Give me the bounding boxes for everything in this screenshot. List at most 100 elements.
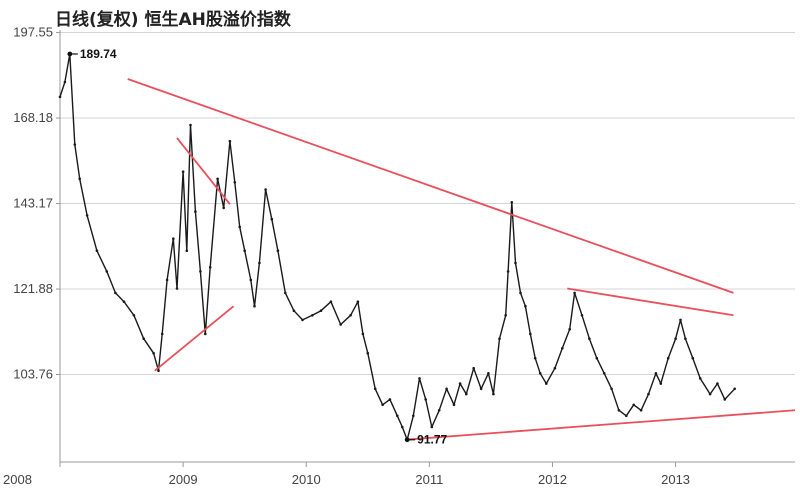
- y-tick-label: 121.88: [13, 281, 53, 296]
- data-point: [319, 309, 323, 313]
- data-point: [95, 249, 99, 252]
- data-point: [228, 139, 232, 143]
- data-point: [580, 314, 584, 317]
- data-point: [284, 291, 287, 295]
- data-point: [181, 170, 185, 173]
- trend-line: [154, 305, 235, 372]
- data-point: [514, 261, 517, 265]
- data-point: [349, 314, 352, 317]
- data-point: [430, 425, 434, 429]
- data-point: [418, 377, 421, 380]
- data-point: [194, 210, 197, 213]
- data-point: [458, 382, 462, 385]
- data-point: [157, 369, 160, 373]
- data-point: [381, 403, 384, 407]
- data-point: [152, 351, 155, 355]
- data-point: [492, 392, 495, 396]
- data-point: [208, 265, 212, 269]
- data-point: [465, 392, 468, 396]
- x-tick-label: 2011: [415, 472, 443, 487]
- y-tick-label: 168.18: [13, 110, 53, 125]
- data-point: [78, 177, 81, 181]
- data-point: [538, 372, 542, 375]
- data-point: [85, 214, 89, 217]
- x-tick-label: 2012: [538, 472, 567, 487]
- axis-layer: 197.55 168.18 143.17 121.88 103.76 2008 2009 20…: [3, 25, 795, 487]
- data-point: [412, 414, 415, 418]
- data-point: [588, 337, 591, 341]
- data-point: [73, 143, 77, 146]
- data-point: [654, 372, 658, 375]
- data-point: [373, 387, 377, 391]
- data-point: [160, 332, 164, 336]
- data-point: [666, 356, 670, 360]
- data-point: [545, 382, 548, 385]
- data-point: [529, 332, 532, 336]
- data-point: [708, 392, 712, 396]
- data-point: [716, 382, 719, 385]
- data-point: [487, 372, 490, 375]
- data-point: [114, 291, 117, 295]
- data-point: [452, 403, 456, 407]
- series-layer: [58, 52, 736, 442]
- data-point: [249, 278, 253, 282]
- trend-line: [176, 137, 231, 205]
- data-point: [222, 206, 225, 210]
- data-point: [58, 95, 62, 99]
- data-point: [238, 225, 241, 229]
- data-point: [610, 387, 613, 391]
- data-point: [698, 377, 702, 380]
- data-point: [519, 291, 522, 295]
- data-point: [595, 356, 599, 360]
- data-point: [553, 366, 557, 370]
- x-tick-label: 2009: [169, 472, 198, 487]
- data-point: [339, 323, 343, 326]
- data-point: [204, 332, 207, 336]
- data-point: [504, 314, 508, 317]
- data-point: [396, 414, 399, 418]
- data-point: [524, 304, 527, 308]
- data-point: [175, 287, 179, 290]
- x-tick-label: 2008: [3, 472, 32, 487]
- data-point: [498, 337, 501, 341]
- data-point: [472, 366, 476, 370]
- data-point: [479, 387, 483, 391]
- annotation-label: 189.74: [80, 47, 117, 61]
- data-point: [388, 398, 392, 401]
- grid-layer: [60, 32, 795, 376]
- data-point: [639, 409, 643, 412]
- series-line: [59, 53, 736, 441]
- data-point: [659, 382, 663, 385]
- data-point: [172, 237, 175, 240]
- data-point: [573, 291, 576, 295]
- data-point: [185, 249, 189, 252]
- data-point: [510, 201, 514, 204]
- data-point: [243, 249, 246, 252]
- trend-layer: [127, 78, 796, 441]
- data-point: [132, 314, 136, 317]
- data-point: [366, 351, 370, 355]
- data-point: [625, 414, 628, 418]
- data-point: [253, 304, 256, 308]
- data-point: [189, 123, 192, 127]
- chart-title: 日线(复权) 恒生AH股溢价指数: [55, 9, 292, 30]
- data-point: [311, 314, 314, 317]
- data-point: [723, 398, 727, 401]
- data-point: [691, 356, 695, 360]
- data-point: [122, 300, 126, 304]
- data-point: [264, 188, 267, 191]
- data-point: [684, 337, 687, 341]
- data-point: [233, 181, 237, 184]
- y-tick-label: 103.76: [13, 367, 53, 382]
- data-point: [617, 409, 621, 412]
- data-point: [437, 409, 441, 412]
- data-point: [445, 387, 448, 391]
- data-point: [602, 372, 606, 375]
- annotation-label: 91.77: [417, 433, 447, 447]
- trend-line: [407, 409, 796, 441]
- data-point: [647, 392, 650, 396]
- data-point: [165, 278, 169, 282]
- data-point: [733, 387, 736, 391]
